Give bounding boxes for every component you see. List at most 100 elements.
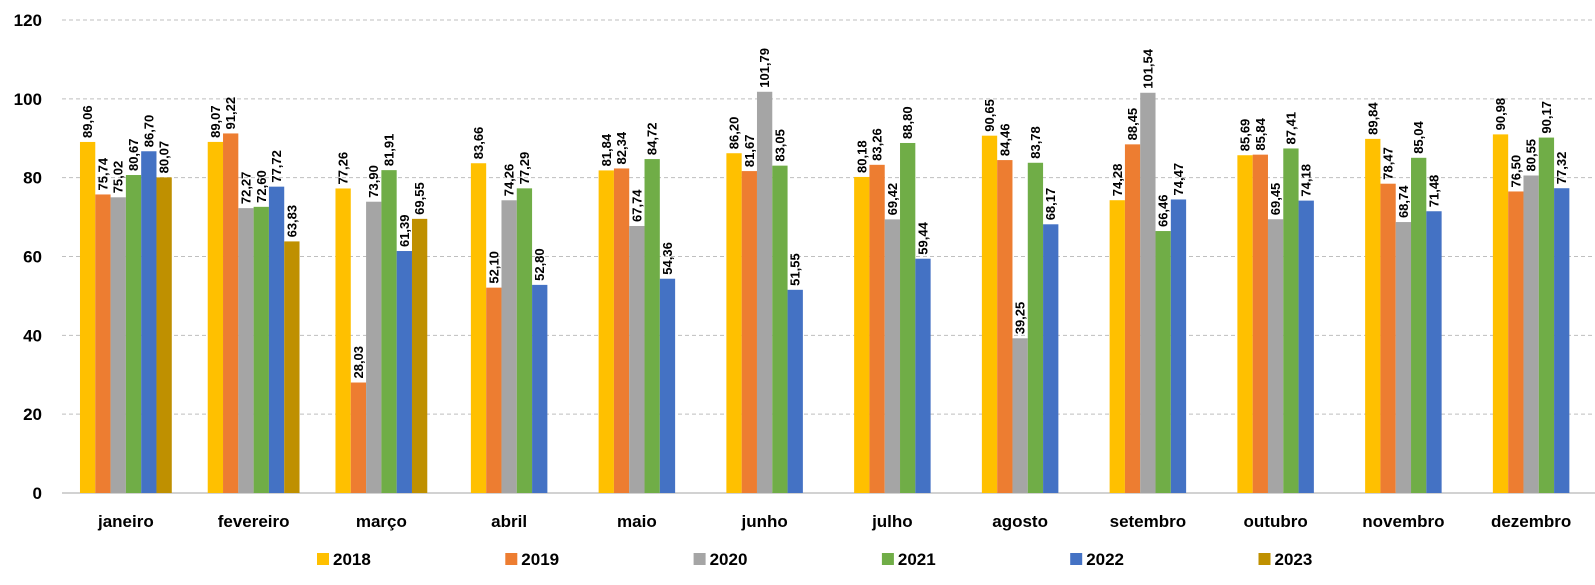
data-label: 71,48 bbox=[1426, 175, 1441, 208]
bar-2019 bbox=[1508, 191, 1524, 493]
legend-label: 2018 bbox=[333, 550, 371, 569]
data-label: 68,74 bbox=[1396, 185, 1411, 218]
bar-2019 bbox=[1252, 154, 1268, 493]
x-axis-categories: janeiro fevereiro março abril maio junho julho… bbox=[97, 512, 1571, 531]
data-label: 59,44 bbox=[915, 221, 930, 254]
data-label: 82,34 bbox=[614, 131, 629, 164]
data-label: 89,07 bbox=[208, 105, 223, 138]
y-tick-label: 60 bbox=[23, 248, 42, 267]
data-label: 90,17 bbox=[1539, 101, 1554, 134]
x-category-label: abril bbox=[491, 512, 527, 531]
data-label: 84,46 bbox=[997, 124, 1012, 157]
data-label: 86,70 bbox=[141, 115, 156, 148]
x-category-label: agosto bbox=[992, 512, 1048, 531]
data-label: 89,06 bbox=[80, 105, 95, 138]
bar-2018 bbox=[1109, 200, 1125, 493]
legend-label: 2019 bbox=[521, 550, 559, 569]
data-label: 86,20 bbox=[727, 117, 742, 150]
bar-2022 bbox=[532, 284, 548, 493]
bar-2022 bbox=[396, 251, 412, 493]
data-label: 77,72 bbox=[269, 150, 284, 183]
legend-swatch bbox=[1258, 553, 1271, 565]
data-label: 87,41 bbox=[1283, 112, 1298, 145]
bar-2018 bbox=[981, 135, 998, 493]
legend-item-2018: 2018 bbox=[317, 550, 371, 569]
data-label: 69,45 bbox=[1268, 183, 1283, 216]
data-label: 84,72 bbox=[645, 123, 660, 156]
bar-2021 bbox=[516, 188, 533, 494]
bar-2021 bbox=[1283, 148, 1299, 493]
data-label: 28,03 bbox=[351, 346, 366, 379]
legend-swatch bbox=[1070, 553, 1083, 565]
data-label: 75,02 bbox=[111, 161, 126, 194]
data-label: 83,26 bbox=[870, 128, 885, 161]
bar-2018 bbox=[598, 170, 614, 493]
gridlines bbox=[62, 19, 1595, 494]
bar-2019 bbox=[223, 133, 239, 493]
data-label: 74,47 bbox=[1171, 163, 1186, 196]
x-category-label: setembro bbox=[1110, 512, 1187, 531]
x-category-label: março bbox=[356, 512, 407, 531]
x-category-label: julho bbox=[871, 512, 913, 531]
bar-2020 bbox=[366, 201, 382, 494]
x-category-label: junho bbox=[740, 512, 787, 531]
bar-2022 bbox=[1554, 188, 1570, 493]
data-label: 61,39 bbox=[397, 214, 412, 247]
data-label: 74,18 bbox=[1299, 164, 1314, 197]
data-label: 75,74 bbox=[95, 157, 110, 190]
bar-2022 bbox=[1170, 199, 1187, 493]
bars bbox=[79, 91, 1570, 494]
data-label: 68,17 bbox=[1043, 188, 1058, 221]
data-label: 69,42 bbox=[885, 183, 900, 216]
legend-swatch bbox=[317, 553, 329, 565]
data-label: 77,29 bbox=[517, 152, 532, 185]
bar-2023 bbox=[156, 177, 172, 493]
data-label: 77,26 bbox=[336, 152, 351, 185]
data-label: 89,84 bbox=[1365, 102, 1380, 135]
bar-2019 bbox=[95, 194, 111, 493]
data-label: 52,10 bbox=[486, 251, 501, 284]
bar-2018 bbox=[470, 163, 487, 493]
bar-2018 bbox=[207, 141, 224, 493]
data-label: 83,66 bbox=[471, 127, 486, 160]
x-category-label: dezembro bbox=[1491, 512, 1571, 531]
bar-2019 bbox=[613, 168, 630, 493]
bar-2018 bbox=[854, 176, 870, 494]
x-category-label: maio bbox=[617, 512, 657, 531]
data-label: 90,65 bbox=[982, 99, 997, 132]
bar-2020 bbox=[1395, 222, 1412, 493]
data-label: 90,98 bbox=[1493, 98, 1508, 131]
bar-2019 bbox=[486, 287, 502, 493]
bar-2020 bbox=[1012, 338, 1028, 493]
bar-2022 bbox=[268, 186, 285, 493]
data-label: 88,45 bbox=[1125, 108, 1140, 141]
bar-2021 bbox=[1155, 231, 1171, 493]
bar-2018 bbox=[79, 141, 96, 493]
bar-2023 bbox=[284, 241, 300, 493]
y-tick-label: 40 bbox=[23, 326, 42, 345]
data-label: 85,84 bbox=[1253, 117, 1268, 150]
bar-2020 bbox=[884, 219, 901, 493]
data-label: 80,67 bbox=[126, 138, 141, 171]
legend-label: 2020 bbox=[710, 550, 748, 569]
data-label: 101,79 bbox=[757, 48, 772, 88]
y-axis-ticks: 0 20 40 60 80 100 120 bbox=[14, 11, 42, 503]
data-label: 81,67 bbox=[742, 135, 757, 168]
data-label: 77,32 bbox=[1554, 152, 1569, 185]
x-category-label: fevereiro bbox=[218, 512, 290, 531]
bar-2018 bbox=[1237, 155, 1253, 493]
bar-2020 bbox=[1140, 92, 1156, 493]
data-label: 54,36 bbox=[660, 242, 675, 275]
data-label: 76,50 bbox=[1508, 155, 1523, 188]
data-label: 81,91 bbox=[382, 134, 397, 167]
data-label: 74,26 bbox=[502, 164, 517, 197]
data-label: 72,27 bbox=[238, 172, 253, 205]
bar-2020 bbox=[1523, 175, 1539, 493]
bar-2020 bbox=[629, 225, 645, 493]
legend-label: 2023 bbox=[1275, 550, 1313, 569]
legend-item-2022: 2022 bbox=[1070, 550, 1124, 569]
bar-2020 bbox=[501, 200, 517, 493]
x-category-label: janeiro bbox=[97, 512, 154, 531]
